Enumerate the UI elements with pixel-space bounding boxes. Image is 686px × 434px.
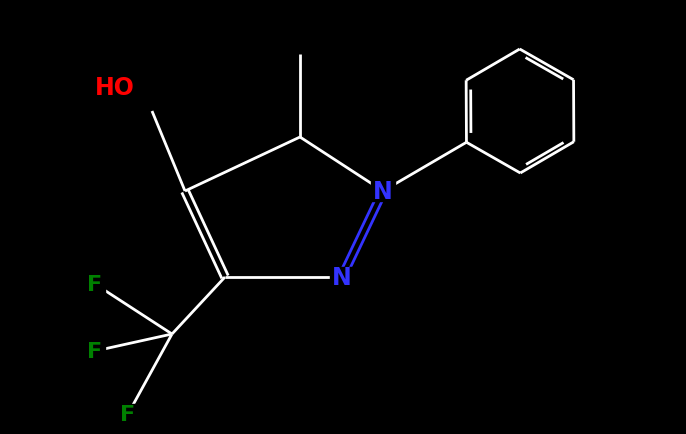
Text: F: F	[121, 404, 136, 424]
Text: N: N	[373, 180, 393, 204]
Bar	[93, 76, 137, 100]
Text: F: F	[87, 274, 103, 294]
Text: N: N	[332, 265, 352, 289]
Bar	[371, 181, 395, 201]
Bar	[85, 274, 105, 294]
Bar	[330, 267, 354, 287]
Bar	[85, 341, 105, 361]
Bar	[118, 404, 138, 424]
Text: HO: HO	[95, 76, 135, 100]
Text: F: F	[87, 341, 103, 361]
